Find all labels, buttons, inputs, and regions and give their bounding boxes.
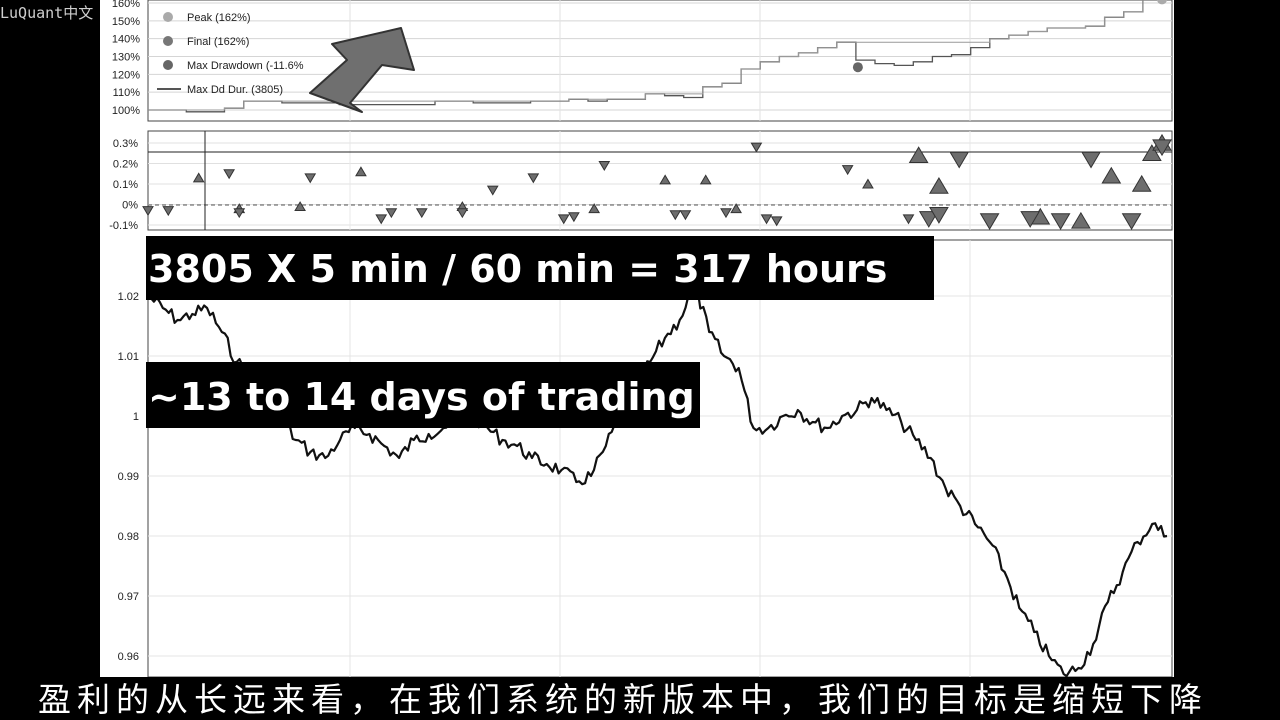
trade-down-marker (142, 206, 154, 217)
price-tick-label: 1 (133, 411, 139, 423)
price-tick-label: 0.98 (118, 531, 139, 543)
legend-final: Final (162%) (187, 36, 249, 48)
price-tick-label: 1.01 (118, 351, 139, 363)
price-tick-label: 0.96 (118, 651, 139, 663)
trade-down-marker (918, 211, 939, 228)
trade-up-marker (699, 174, 712, 185)
trade-markers (142, 133, 1172, 230)
trade-down-marker (456, 208, 469, 219)
trade-up-marker (1141, 144, 1162, 161)
trade-down-marker (598, 161, 611, 172)
equity-tick-label: 120% (112, 69, 140, 81)
trade-down-marker (375, 214, 388, 225)
price-line (147, 282, 1168, 678)
trade-down-marker (304, 173, 317, 184)
trade-down-marker (902, 214, 915, 225)
trade-down-marker (1020, 211, 1041, 228)
subtitle-caption: 盈利的从长远来看，在我们系统的新版本中，我们的目标是缩短下降 (38, 677, 1240, 720)
trades-panel: 0.3% 0.2% 0.1% 0% -0.1% (109, 130, 1173, 232)
equity-tick-label: 110% (113, 87, 141, 99)
legend-peak-icon (163, 12, 173, 22)
price-tick-label: 0.97 (118, 591, 139, 603)
trade-down-marker (949, 151, 970, 169)
equity-legend: Peak (162%) Final (162%) Max Drawdown (-… (157, 12, 304, 96)
price-panel: 1.02 1.01 1 0.99 0.98 0.97 0.96 (118, 239, 1173, 678)
trade-up-marker (355, 166, 367, 177)
trade-down-marker (162, 206, 175, 217)
trade-down-marker (1050, 213, 1071, 230)
trades-tick-labels: 0.3% 0.2% 0.1% 0% -0.1% (109, 138, 138, 232)
trade-up-marker (588, 203, 601, 214)
annotation-banner-hours: 3805 X 5 min / 60 min = 317 hours (146, 236, 934, 300)
trade-down-marker (750, 142, 763, 153)
equity-tick-label: 100% (112, 105, 140, 117)
annotation-arrow (309, 27, 415, 113)
peak-marker (1157, 0, 1167, 5)
price-tick-label: 1.02 (118, 291, 139, 303)
trade-down-marker (486, 185, 499, 196)
trades-frame (147, 130, 1173, 231)
equity-tick-label: 160% (112, 0, 140, 10)
equity-gridlines (148, 0, 1172, 121)
trade-down-marker (669, 210, 682, 221)
trade-down-marker (385, 208, 398, 219)
legend-peak: Peak (162%) (187, 12, 251, 24)
trade-down-marker (841, 165, 854, 176)
trade-up-marker (659, 174, 672, 185)
trade-down-marker (1081, 151, 1101, 169)
trade-up-marker (862, 178, 874, 189)
trade-up-marker (1131, 174, 1152, 192)
annotation-banner-days: ~13 to 14 days of trading (146, 362, 700, 428)
trade-down-marker (415, 208, 428, 219)
trades-tick-label: 0.2% (113, 159, 138, 171)
legend-maxdd-icon (163, 60, 173, 70)
trade-down-marker (1121, 213, 1142, 230)
trade-up-marker (294, 201, 306, 212)
trade-up-marker (1101, 166, 1122, 184)
equity-panel: 100% 110% 120% 130% 140% 150% 160% Peak (162%)… (112, 0, 1173, 122)
trades-tick-label: 0.3% (113, 138, 138, 150)
equity-tick-label: 140% (112, 34, 140, 46)
trade-down-marker (1152, 139, 1172, 157)
max-drawdown-marker (852, 62, 863, 73)
legend-max-drawdown: Max Drawdown (-11.6% (187, 60, 304, 72)
trade-down-marker (679, 210, 692, 221)
trade-up-marker (192, 172, 205, 183)
trade-down-marker (527, 173, 540, 184)
trades-tick-label: 0.1% (113, 179, 138, 191)
equity-tick-labels: 100% 110% 120% 130% 140% 150% 160% (112, 0, 140, 117)
trade-down-marker (233, 208, 246, 219)
trade-up-marker (929, 176, 949, 194)
trade-down-marker (557, 214, 570, 225)
equity-tick-label: 150% (112, 16, 140, 28)
price-tick-label: 0.99 (118, 471, 139, 483)
trade-down-marker (223, 169, 235, 180)
trade-down-marker (929, 207, 949, 224)
trade-up-marker (1071, 211, 1091, 229)
trades-tick-label: -0.1% (109, 220, 138, 232)
legend-max-dd-duration: Max Dd Dur. (3805) (187, 84, 283, 96)
equity-tick-label: 130% (112, 52, 140, 64)
trade-down-marker (720, 208, 732, 219)
trade-down-marker (568, 212, 580, 223)
trade-down-marker (770, 216, 783, 227)
trade-up-marker (730, 203, 742, 214)
trade-up-marker (908, 146, 929, 163)
trade-down-marker (979, 213, 1000, 230)
trade-down-marker (760, 214, 773, 225)
legend-final-icon (163, 36, 173, 46)
trades-tick-label: 0% (122, 200, 138, 212)
watermark: LuQuant中文 (0, 4, 94, 22)
price-frame (147, 239, 1173, 678)
price-tick-labels: 1.02 1.01 1 0.99 0.98 0.97 0.96 (118, 291, 139, 663)
